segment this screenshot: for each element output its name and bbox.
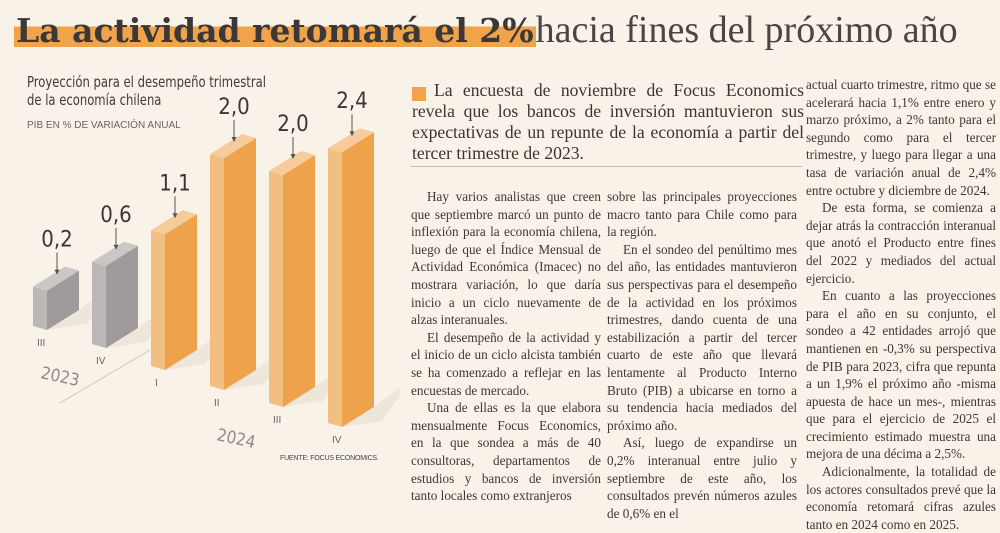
bar-top-face bbox=[269, 151, 315, 175]
bar-left-face bbox=[92, 261, 106, 348]
lead-bullet-icon bbox=[412, 87, 426, 101]
quarter-label: III bbox=[273, 415, 281, 426]
value-label: 1,1 bbox=[159, 171, 190, 196]
value-label: 2,0 bbox=[277, 112, 308, 137]
value-pointer-arrow bbox=[231, 137, 237, 142]
value-pointer-arrow bbox=[290, 154, 296, 159]
bar-shadow bbox=[47, 280, 119, 330]
bar-left-face bbox=[269, 171, 283, 407]
quarter-label: III bbox=[37, 338, 45, 349]
body-column-3: actual cuarto trimestre, ritmo que se ac… bbox=[806, 76, 996, 533]
bar-top-face bbox=[92, 241, 138, 266]
bar-shadow bbox=[224, 340, 296, 390]
lead-paragraph: La encuesta de noviembre de Focus Econom… bbox=[412, 80, 804, 163]
bar-right-face bbox=[47, 270, 79, 330]
bar-right-face bbox=[283, 155, 315, 407]
paragraph: actual cuarto trimestre, ritmo que se ac… bbox=[806, 77, 996, 198]
bar-shadow bbox=[342, 387, 400, 427]
value-pointer-arrow bbox=[349, 131, 355, 137]
bar-left-face bbox=[151, 230, 165, 370]
body-column-1: Hay varios analistas que creen que septi… bbox=[411, 188, 601, 505]
chart-title-line2: de la economía chilena bbox=[27, 91, 162, 109]
quarter-label: IV bbox=[96, 356, 106, 367]
bar-top-face bbox=[151, 210, 197, 235]
quarter-label: II bbox=[214, 398, 220, 409]
headline: La actividad retomará el 2%hacia fines d… bbox=[14, 6, 958, 55]
chart-title-line1: Proyección para el desempeño trimestral bbox=[27, 73, 266, 91]
headline-light: hacia fines del próximo año bbox=[535, 9, 958, 51]
year-label-2024: 2024 bbox=[215, 425, 257, 453]
body-column-2: sobre las principales proyecciones macro… bbox=[607, 188, 797, 522]
bar-right-face bbox=[224, 138, 256, 390]
bar-top-face bbox=[33, 266, 79, 291]
value-label: 2,0 bbox=[218, 95, 249, 120]
paragraph: Así, luego de expandirse un 0,2% interan… bbox=[607, 435, 797, 521]
bar-right-face bbox=[165, 214, 197, 370]
bar-shadow bbox=[106, 298, 178, 348]
bar-right-face bbox=[106, 245, 138, 348]
paragraph: El desempeño de la actividad y el inicio… bbox=[411, 329, 601, 398]
bar-left-face bbox=[210, 154, 224, 390]
chart-source: FUENTE: FOCUS ECONOMICS. bbox=[280, 455, 379, 462]
paragraph: sobre las principales proyecciones macro… bbox=[607, 189, 797, 240]
bar-top-face bbox=[210, 134, 256, 158]
paragraph: En cuanto a las proyecciones para el año… bbox=[806, 288, 996, 462]
chart-subtitle: PIB EN % DE VARIACIÓN ANUAL bbox=[27, 120, 181, 131]
value-label: 0,6 bbox=[100, 203, 131, 228]
value-pointer-arrow bbox=[54, 269, 60, 275]
quarter-label: IV bbox=[332, 435, 342, 446]
value-label: 2,4 bbox=[336, 89, 367, 114]
bar-right-face bbox=[342, 132, 374, 427]
headline-bold: La actividad retomará el 2% bbox=[14, 11, 536, 50]
bar-chart: 0,2 III 0,6 IV 1,1 I 2,0 II 2,0 III 2,4 IV 2023 2024 bbox=[33, 89, 400, 453]
bar-left-face bbox=[328, 148, 342, 427]
paragraph: De esta forma, se comienza a dejar atrás… bbox=[806, 200, 996, 286]
bar-top-face bbox=[328, 128, 374, 153]
divider bbox=[410, 166, 802, 167]
paragraph: Adicionalmente, la totalidad de los acto… bbox=[806, 464, 996, 532]
paragraph: En el sondeo del penúltimo mes del año, … bbox=[607, 241, 797, 433]
paragraph: Hay varios analistas que creen que septi… bbox=[411, 189, 601, 328]
value-pointer-arrow bbox=[172, 213, 178, 219]
bar-shadow bbox=[165, 320, 237, 370]
bar-shadow bbox=[283, 357, 355, 407]
baseline-line bbox=[59, 349, 151, 404]
value-label: 0,2 bbox=[41, 228, 72, 253]
quarter-label: I bbox=[155, 378, 158, 389]
chart-title: Proyección para el desempeño trimestral d… bbox=[27, 73, 266, 109]
paragraph: Una de ellas es la que elabora mensualme… bbox=[411, 400, 601, 504]
value-pointer-arrow bbox=[113, 244, 119, 250]
bar-left-face bbox=[33, 286, 47, 330]
year-label-2023: 2023 bbox=[39, 363, 81, 391]
